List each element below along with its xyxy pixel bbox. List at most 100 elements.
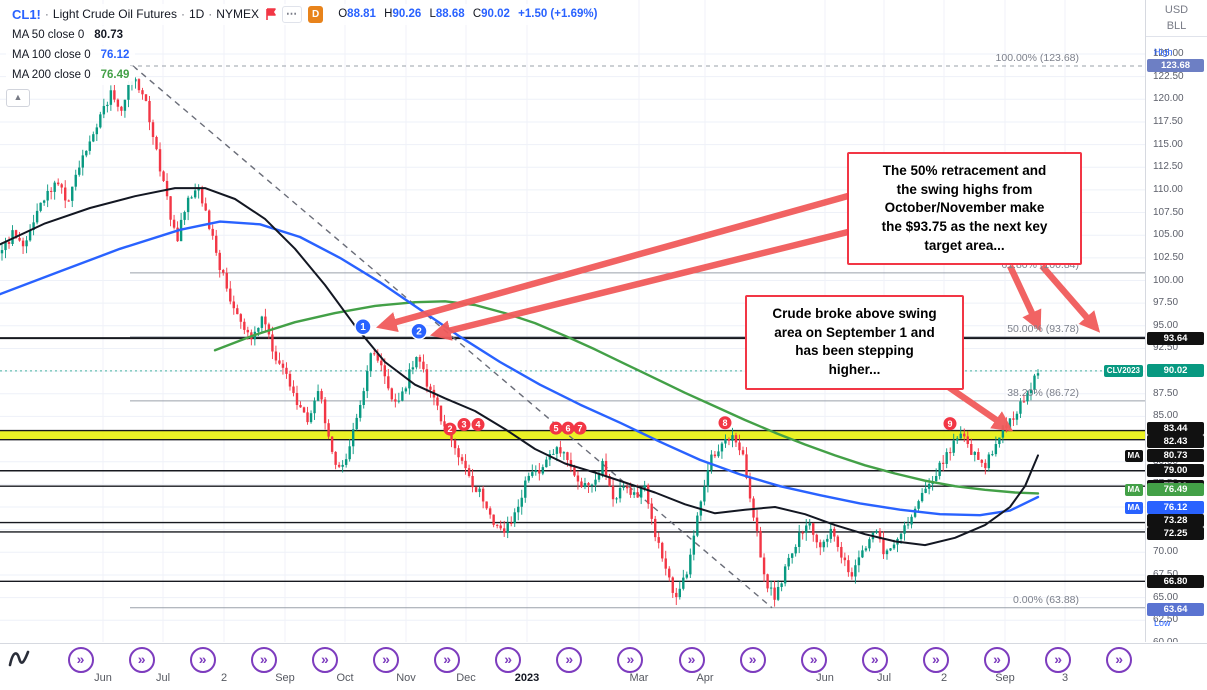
annotation-box-breakout[interactable]: Crude broke above swing area on September… (745, 295, 964, 390)
flag-icon[interactable] (265, 8, 278, 21)
candle-body (74, 174, 77, 187)
time-label[interactable]: Oct (336, 672, 354, 684)
annotation-arrow[interactable] (375, 192, 849, 333)
ma200-line[interactable] (213, 300, 1040, 495)
candle-body (355, 417, 358, 430)
low-label: L (429, 8, 436, 20)
candle-body (443, 421, 446, 427)
time-label[interactable]: 2023 (514, 672, 540, 684)
candle-body (646, 485, 650, 504)
annotation-line: The 50% retracement and (882, 163, 1047, 178)
time-label[interactable]: Jun (816, 672, 834, 684)
indicator-row-ma50[interactable]: MA 50 close 0 80.73 (6, 26, 130, 45)
fast-forward-icon[interactable]: » (67, 647, 94, 673)
fast-forward-icon[interactable]: » (678, 647, 705, 673)
fast-forward-icon[interactable]: » (800, 647, 827, 673)
candle-body (885, 550, 889, 555)
candle-body (994, 444, 998, 455)
annotation-line: Crude broke above swing (772, 306, 937, 321)
axis-unit-buttons: USD BLL (1146, 2, 1207, 37)
candle-body (197, 187, 200, 191)
currency-toggle-button[interactable]: USD (1164, 4, 1189, 16)
time-label[interactable]: Jul (876, 672, 892, 684)
candle-body (745, 454, 748, 478)
fast-forward-icon[interactable]: » (922, 647, 949, 673)
fast-forward-icon[interactable]: » (128, 647, 155, 673)
more-options-button[interactable]: ⋯ (281, 6, 302, 23)
time-label[interactable]: Dec (456, 672, 476, 684)
candle-body (541, 467, 545, 474)
fast-forward-icon[interactable]: » (1106, 647, 1133, 673)
fast-forward-icon[interactable]: » (984, 647, 1010, 673)
candle-body (471, 475, 474, 488)
annotation-arrow[interactable] (945, 383, 1014, 432)
annotation-arrow[interactable] (429, 228, 849, 341)
indicator-row-ma200[interactable]: MA 200 close 0 76.49 (6, 66, 136, 85)
time-label[interactable]: Apr (696, 672, 714, 684)
time-label[interactable]: Sep (995, 672, 1015, 684)
red-marker-number: 7 (577, 423, 582, 433)
ma100-line[interactable] (0, 220, 1040, 517)
candle-body (685, 574, 689, 578)
fast-forward-icon[interactable]: » (373, 647, 399, 673)
time-label[interactable]: Nov (396, 672, 416, 684)
candle-body (977, 451, 980, 460)
candle-body (278, 360, 281, 364)
indicator-row-ma100[interactable]: MA 100 close 0 76.12 (6, 46, 136, 65)
fast-forward-icon[interactable]: » (617, 647, 644, 673)
unit-toggle-button[interactable]: BLL (1166, 20, 1187, 32)
candle-body (762, 557, 766, 575)
annotation-arrow[interactable] (1039, 263, 1101, 333)
candle-body (485, 501, 488, 509)
candle-body (28, 229, 32, 241)
candle-body (141, 90, 144, 95)
time-label[interactable]: 2 (940, 672, 948, 684)
collapse-legend-button[interactable]: ▲ (6, 89, 30, 107)
symbol-interval[interactable]: 1D (188, 7, 205, 21)
candle-body (959, 433, 962, 439)
symbol-legend-row[interactable]: CL1! · Light Crude Oil Futures · 1D · NY… (6, 4, 604, 25)
series-tag: MA (1124, 484, 1143, 496)
candle-body (1036, 373, 1040, 376)
close-value: 90.02 (481, 8, 510, 20)
candle-body (453, 440, 457, 449)
fast-forward-icon[interactable]: » (739, 647, 766, 673)
time-axis[interactable]: » » » » » » » » » » » » » » » » » » Jun Jul 2 Sep Oct Nov Dec 20… (0, 643, 1207, 690)
fast-forward-icon[interactable]: » (250, 647, 277, 673)
fast-forward-icon[interactable]: » (1045, 647, 1072, 673)
candle-body (787, 557, 790, 567)
fast-forward-icon[interactable]: » (189, 647, 216, 673)
time-label[interactable]: 2 (220, 672, 228, 684)
fast-forward-icon[interactable]: » (495, 647, 522, 673)
candle-body (738, 442, 741, 451)
candle-body (316, 391, 320, 401)
candle-body (615, 498, 618, 500)
annotation-arrow[interactable] (1007, 264, 1042, 332)
tradingview-logo[interactable] (7, 646, 31, 670)
time-label[interactable]: Mar (629, 672, 649, 684)
candle-body (380, 360, 383, 366)
fast-forward-icon[interactable]: » (861, 647, 888, 673)
time-label[interactable]: 3 (1061, 672, 1069, 684)
ma50-line[interactable] (0, 187, 1039, 547)
fast-forward-icon[interactable]: » (311, 647, 338, 673)
fast-forward-icon[interactable]: » (556, 647, 583, 673)
candle-body (973, 451, 976, 455)
candle-body (629, 488, 632, 495)
candle-body (348, 446, 351, 460)
candle-body (864, 548, 868, 551)
annotation-box-target-area[interactable]: The 50% retracement and the swing highs f… (847, 152, 1082, 266)
candle-body (661, 542, 664, 559)
time-label[interactable]: Jun (94, 672, 112, 684)
symbol-name[interactable]: CL1! (12, 7, 41, 22)
candle-body (320, 391, 323, 400)
time-label[interactable]: Jul (155, 672, 171, 684)
candle-body (569, 460, 573, 468)
price-axis[interactable]: USD BLL 125.00 122.50 120.00 117.50 115.00 11… (1146, 0, 1207, 642)
time-label[interactable]: Sep (275, 672, 295, 684)
interval-badge[interactable]: D (307, 6, 324, 23)
series-tag: CLV2023 (1103, 365, 1143, 378)
candle-body (257, 327, 260, 332)
fast-forward-icon[interactable]: » (434, 647, 461, 673)
indicator-label: MA 200 close 0 (12, 69, 91, 81)
